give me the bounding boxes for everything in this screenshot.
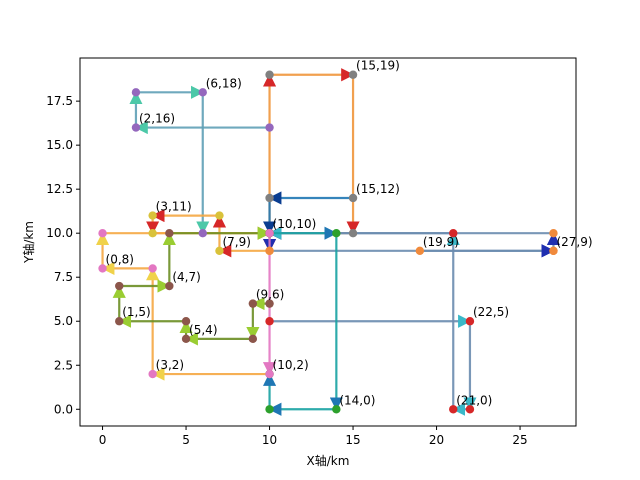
- waypoint-marker: [265, 123, 274, 132]
- x-tick-label: 10: [262, 433, 277, 447]
- y-tick-label: 17.5: [46, 94, 73, 108]
- waypoint-marker: [131, 123, 141, 132]
- point-label: (4,7): [172, 270, 200, 284]
- point-label: (14,0): [339, 393, 375, 407]
- y-axis-ticks: 0.0 2.5 5.0 7.5 10.0 12.5 15.0 17.5: [46, 94, 80, 416]
- point-label: (6,18): [206, 76, 242, 90]
- waypoint-marker: [115, 317, 124, 326]
- waypoint-marker: [265, 193, 274, 203]
- waypoint-marker: [198, 228, 207, 238]
- waypoint-marker: [165, 281, 174, 291]
- point-label: (22,5): [473, 305, 509, 319]
- x-axis-label: X轴/km: [307, 453, 350, 468]
- x-tick-label: 25: [512, 433, 527, 447]
- waypoint-marker: [181, 317, 191, 326]
- waypoint-marker: [181, 334, 191, 344]
- waypoint-marker: [98, 228, 107, 238]
- waypoint-marker: [348, 70, 358, 79]
- waypoint-marker: [165, 228, 174, 238]
- waypoint-marker: [465, 405, 475, 414]
- waypoint-marker: [98, 264, 107, 273]
- waypoint-marker: [265, 317, 274, 326]
- waypoint-marker: [248, 299, 258, 308]
- point-label: (3,11): [156, 200, 192, 214]
- point-label: (3,2): [156, 358, 184, 372]
- waypoint-marker: [465, 317, 475, 326]
- y-tick-label: 10.0: [46, 226, 73, 240]
- x-tick-label: 5: [182, 433, 190, 447]
- point-label: (19,9): [423, 235, 459, 249]
- x-tick-label: 20: [429, 433, 444, 447]
- point-label: (5,4): [189, 323, 217, 337]
- waypoint-marker: [449, 228, 458, 238]
- y-tick-label: 12.5: [46, 182, 73, 196]
- point-label: (0,8): [106, 252, 134, 266]
- series-layer: [95, 68, 561, 416]
- x-tick-label: 15: [345, 433, 360, 447]
- waypoint-marker: [148, 211, 157, 220]
- y-tick-label: 0.0: [54, 402, 73, 416]
- y-tick-label: 2.5: [54, 358, 73, 372]
- y-tick-label: 5.0: [54, 314, 73, 328]
- y-axis-label: Y轴/km: [21, 221, 36, 264]
- waypoint-marker: [449, 405, 458, 414]
- waypoint-marker: [265, 369, 274, 379]
- point-label: (10,2): [273, 358, 309, 372]
- waypoint-marker: [332, 405, 341, 414]
- waypoint-marker: [265, 299, 274, 308]
- point-label: (1,5): [122, 305, 150, 319]
- waypoint-marker: [549, 228, 558, 238]
- plot-frame: [79, 57, 577, 427]
- waypoint-marker: [131, 88, 141, 97]
- waypoint-marker: [549, 246, 558, 256]
- marker-layer: [98, 70, 558, 414]
- point-label: (7,9): [222, 235, 250, 249]
- waypoint-marker: [215, 211, 224, 220]
- x-axis-ticks: 0 5 10 15 20 25: [99, 426, 528, 447]
- waypoint-marker: [415, 246, 425, 256]
- waypoint-marker: [198, 88, 207, 97]
- x-tick-label: 0: [99, 433, 107, 447]
- waypoint-marker: [348, 228, 358, 238]
- waypoint-marker: [148, 228, 157, 238]
- point-label: (10,10): [273, 217, 317, 231]
- waypoint-marker: [265, 405, 274, 414]
- point-label: (2,16): [139, 112, 175, 126]
- waypoint-marker: [265, 246, 274, 256]
- waypoint-marker: [148, 264, 157, 273]
- point-label: (9,6): [256, 288, 284, 302]
- waypoint-marker: [248, 334, 258, 344]
- waypoint-marker: [148, 369, 157, 379]
- waypoint-marker: [215, 246, 224, 256]
- y-tick-label: 7.5: [54, 270, 73, 284]
- y-tick-label: 15.0: [46, 138, 73, 152]
- point-label: (15,12): [356, 182, 400, 196]
- waypoint-marker: [265, 70, 274, 79]
- point-label: (21,0): [456, 393, 492, 407]
- point-label: (27,9): [556, 235, 592, 249]
- waypoint-marker: [348, 193, 358, 203]
- waypoint-marker: [332, 228, 341, 238]
- point-label: (15,19): [356, 59, 400, 73]
- point-label-layer: (6,18) (15,19) (2,16) (15,12) (3,11) (10,10) (…: [106, 59, 593, 408]
- waypoint-marker: [115, 281, 124, 291]
- waypoint-marker: [265, 228, 274, 238]
